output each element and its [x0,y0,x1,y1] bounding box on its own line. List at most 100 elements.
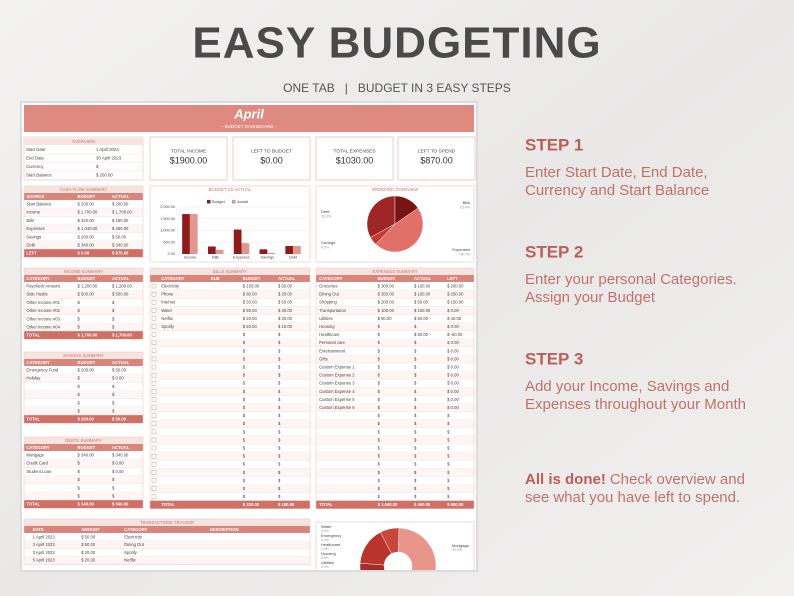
cell: $ [378,429,381,434]
cell: $ [378,397,381,402]
cell: $ [414,324,417,329]
column-header: DATE [33,527,44,532]
table-title-band [316,268,474,275]
cell: Holiday [26,376,41,381]
step-text: Currency and Start Balance [525,182,709,199]
cell: $ [378,356,381,361]
total-cell: $ 460.00 [414,502,431,507]
cell: Income [26,210,40,215]
total-cell: $ 180.00 [278,502,295,507]
cell: $ [447,454,450,459]
slice-label: Utilities [321,560,334,565]
cell: $ 30.00 [278,308,293,313]
done-rest: Check overview and [610,471,745,488]
cell: $ 1,200.00 [78,284,98,289]
cell: $ [447,413,450,418]
bar [285,246,294,254]
checkbox [151,291,157,297]
cell: $ [243,429,246,434]
cell: Healthcare [319,332,340,337]
cell: Internet [161,300,176,305]
column-header: CATEGORY [26,360,49,365]
checkbox [151,348,157,354]
total-cell: $ 200.00 [78,417,95,422]
cell: Custom Expense 2 [319,373,355,378]
checkbox [151,332,157,337]
cell: $ [112,409,115,414]
cell: $ [243,373,246,378]
slice-value: 33.0% [452,548,462,552]
overview-label: Start Balance [26,173,52,178]
cell: $ 0.00 [447,364,459,369]
cell: $ [243,437,246,442]
cell: $ 340.00 [112,243,129,248]
column-header: DESCRIPTION [210,527,239,532]
cell: $ [278,373,281,378]
table-header [316,275,474,282]
checkbox [151,421,157,426]
legend-swatch [232,200,236,204]
cell: $ [378,421,381,426]
cell: $ [378,340,381,345]
cell: $ [414,429,417,434]
cell: Custom Expense 1 [319,364,355,369]
cell: Spotify [124,550,138,555]
cell: $ 50.00 [243,300,258,305]
cell: $ 50.00 [278,283,293,288]
row-band [150,468,310,477]
x-tick-label: Savings [261,256,275,260]
cell: $ 200.00 [78,202,95,207]
total-band [316,500,474,509]
cell: 3 April 2023 [33,542,56,547]
checkbox [151,308,157,313]
column-header: AMOUNT [81,527,100,532]
cell: $ [78,400,81,405]
table-border [23,267,144,340]
step-title: STEP 3 [525,349,583,368]
checkbox [151,283,157,289]
row-band [316,371,474,380]
cell: $ 50.00 [112,234,127,239]
cell: $ [78,409,81,414]
cell: $ [378,324,381,329]
row-band [150,371,310,380]
cell: $ [378,470,381,475]
cell: $ [447,462,450,467]
cell: $ [78,485,81,490]
legend-label: Actual [237,199,248,204]
cell: $ 340.00 [78,243,95,248]
bar [293,246,301,254]
cell: Expenses [26,226,44,231]
cell: $ [78,384,81,389]
cell: Other Income #04 [26,325,60,330]
cell: $ [243,389,246,394]
cell: $ [278,445,281,450]
cell: Shopping [319,300,337,305]
step-title: STEP 1 [525,135,583,154]
card [232,136,311,181]
row-band [316,354,474,363]
cell: $ [447,429,450,434]
cell: $ [414,454,417,459]
checkbox [151,413,157,418]
cell: $ 460.00 [112,226,129,231]
slice-label: Housing [321,551,336,556]
cell: $ [414,437,417,442]
row-band [316,419,474,428]
cell: Custom Expense 6 [319,405,355,410]
cell: Savings [26,234,41,239]
step-text: Expenses throughout your Month [525,396,746,413]
cell: 5 April 2023 [33,558,56,563]
bar [189,214,198,254]
cell: $ [278,462,281,467]
y-tick-label: 500.00 [163,240,175,244]
cell: $ [112,400,115,405]
cell: $ [112,477,115,482]
cell: Other Income #01 [26,300,60,305]
cell: Side Hustle [26,292,48,297]
total-cell: $ 340.00 [112,502,129,507]
column-header: ACTUAL [112,445,130,450]
table-title: DEBTS SUMMARY [65,438,102,443]
cell: $ [243,445,246,450]
cell: Utilities [319,316,333,321]
